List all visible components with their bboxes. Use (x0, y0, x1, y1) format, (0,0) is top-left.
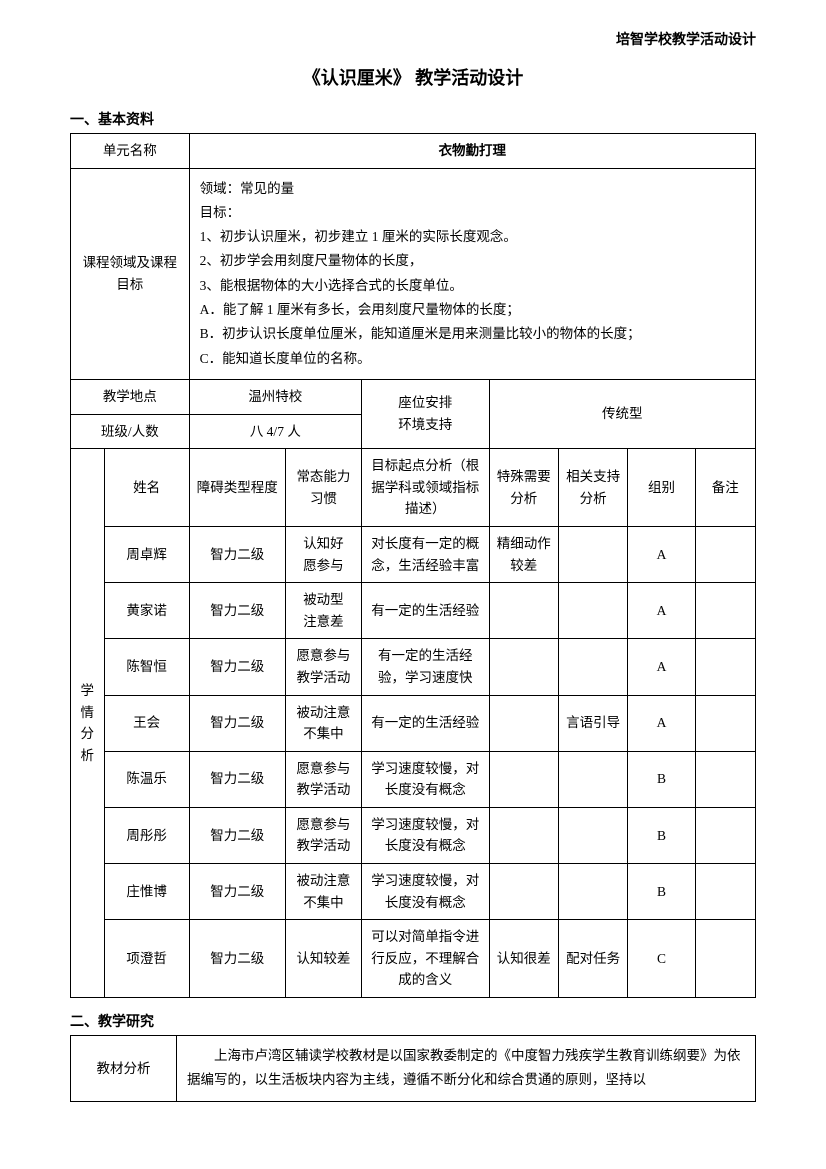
goals-text: 领域：常见的量目标：1、初步认识厘米，初步建立 1 厘米的实际长度观念。2、初步… (189, 168, 755, 379)
cell-name: 陈智恒 (104, 639, 189, 695)
cell-habit: 愿意参与教学活动 (285, 639, 361, 695)
cell-special (489, 864, 558, 920)
cell-name: 周彤彤 (104, 807, 189, 863)
col-special: 特殊需要分析 (489, 449, 558, 527)
cell-start: 学习速度较慢，对长度没有概念 (362, 807, 490, 863)
cell-disability: 智力二级 (189, 807, 285, 863)
cell-start: 学习速度较慢，对长度没有概念 (362, 864, 490, 920)
cell-note (695, 920, 755, 998)
table-row: 项澄哲 智力二级 认知较差 可以对简单指令进行反应，不理解合成的含义 认知很差 … (71, 920, 756, 998)
cell-start: 有一定的生活经验 (362, 695, 490, 751)
col-habit: 常态能力习惯 (285, 449, 361, 527)
cell-group: A (628, 583, 695, 639)
label-location: 教学地点 (71, 379, 190, 414)
cell-disability: 智力二级 (189, 639, 285, 695)
cell-disability: 智力二级 (189, 526, 285, 582)
cell-support: 言语引导 (558, 695, 627, 751)
cell-name: 王会 (104, 695, 189, 751)
cell-start: 有一定的生活经验 (362, 583, 490, 639)
cell-support (558, 751, 627, 807)
cell-group: C (628, 920, 695, 998)
cell-disability: 智力二级 (189, 751, 285, 807)
col-support: 相关支持分析 (558, 449, 627, 527)
cell-note (695, 695, 755, 751)
table-row: 陈智恒 智力二级 愿意参与教学活动 有一定的生活经验，学习速度快 A (71, 639, 756, 695)
page-title: 《认识厘米》 教学活动设计 (70, 65, 756, 92)
label-analysis: 学情分析 (71, 449, 105, 998)
cell-group: B (628, 751, 695, 807)
table-row: 庄惟博 智力二级 被动注意不集中 学习速度较慢，对长度没有概念 B (71, 864, 756, 920)
material-text: 上海市卢湾区辅读学校教材是以国家教委制定的《中度智力残疾学生教育训练纲要》为依据… (177, 1036, 756, 1102)
main-table: 单元名称 衣物勤打理 课程领域及课程目标 领域：常见的量目标：1、初步认识厘米，… (70, 133, 756, 998)
cell-support (558, 807, 627, 863)
cell-special: 精细动作较差 (489, 526, 558, 582)
cell-note (695, 807, 755, 863)
cell-disability: 智力二级 (189, 583, 285, 639)
cell-start: 学习速度较慢，对长度没有概念 (362, 751, 490, 807)
col-name: 姓名 (104, 449, 189, 527)
material-table: 教材分析 上海市卢湾区辅读学校教材是以国家教委制定的《中度智力残疾学生教育训练纲… (70, 1035, 756, 1102)
header-right: 培智学校教学活动设计 (70, 30, 756, 51)
cell-support (558, 583, 627, 639)
table-row: 陈温乐 智力二级 愿意参与教学活动 学习速度较慢，对长度没有概念 B (71, 751, 756, 807)
label-material: 教材分析 (71, 1036, 177, 1102)
cell-special: 认知很差 (489, 920, 558, 998)
cell-special (489, 695, 558, 751)
cell-name: 黄家诺 (104, 583, 189, 639)
cell-group: A (628, 639, 695, 695)
cell-special (489, 807, 558, 863)
cell-name: 周卓辉 (104, 526, 189, 582)
unit-name-value: 衣物勤打理 (189, 134, 755, 169)
cell-habit: 认知较差 (285, 920, 361, 998)
cell-support (558, 639, 627, 695)
label-seat-env: 座位安排环境支持 (362, 379, 490, 448)
section2-heading: 二、教学研究 (70, 1012, 756, 1033)
cell-habit: 被动型注意差 (285, 583, 361, 639)
cell-disability: 智力二级 (189, 864, 285, 920)
cell-note (695, 526, 755, 582)
cell-note (695, 583, 755, 639)
cell-name: 庄惟博 (104, 864, 189, 920)
col-disability: 障碍类型程度 (189, 449, 285, 527)
cell-note (695, 639, 755, 695)
cell-group: B (628, 807, 695, 863)
cell-note (695, 751, 755, 807)
cell-start: 有一定的生活经验，学习速度快 (362, 639, 490, 695)
table-row: 周卓辉 智力二级 认知好愿参与 对长度有一定的概念，生活经验丰富 精细动作较差 … (71, 526, 756, 582)
cell-name: 陈温乐 (104, 751, 189, 807)
cell-support: 配对任务 (558, 920, 627, 998)
cell-note (695, 864, 755, 920)
cell-start: 对长度有一定的概念，生活经验丰富 (362, 526, 490, 582)
cell-disability: 智力二级 (189, 695, 285, 751)
cell-support (558, 864, 627, 920)
col-note: 备注 (695, 449, 755, 527)
cell-habit: 被动注意不集中 (285, 864, 361, 920)
label-class-size: 班级/人数 (71, 414, 190, 449)
cell-start: 可以对简单指令进行反应，不理解合成的含义 (362, 920, 490, 998)
label-unit-name: 单元名称 (71, 134, 190, 169)
section1-heading: 一、基本资料 (70, 110, 756, 131)
label-course-goals: 课程领域及课程目标 (71, 168, 190, 379)
cell-habit: 愿意参与教学活动 (285, 807, 361, 863)
cell-group: B (628, 864, 695, 920)
cell-habit: 认知好愿参与 (285, 526, 361, 582)
table-row: 周彤彤 智力二级 愿意参与教学活动 学习速度较慢，对长度没有概念 B (71, 807, 756, 863)
seat-env-value: 传统型 (489, 379, 755, 448)
cell-disability: 智力二级 (189, 920, 285, 998)
cell-support (558, 526, 627, 582)
col-start: 目标起点分析（根据学科或领域指标描述） (362, 449, 490, 527)
cell-group: A (628, 695, 695, 751)
cell-name: 项澄哲 (104, 920, 189, 998)
cell-group: A (628, 526, 695, 582)
col-group: 组别 (628, 449, 695, 527)
cell-special (489, 751, 558, 807)
location-value: 温州特校 (189, 379, 361, 414)
table-row: 王会 智力二级 被动注意不集中 有一定的生活经验 言语引导 A (71, 695, 756, 751)
table-row: 黄家诺 智力二级 被动型注意差 有一定的生活经验 A (71, 583, 756, 639)
cell-habit: 被动注意不集中 (285, 695, 361, 751)
cell-habit: 愿意参与教学活动 (285, 751, 361, 807)
cell-special (489, 583, 558, 639)
class-size-value: 八 4/7 人 (189, 414, 361, 449)
cell-special (489, 639, 558, 695)
